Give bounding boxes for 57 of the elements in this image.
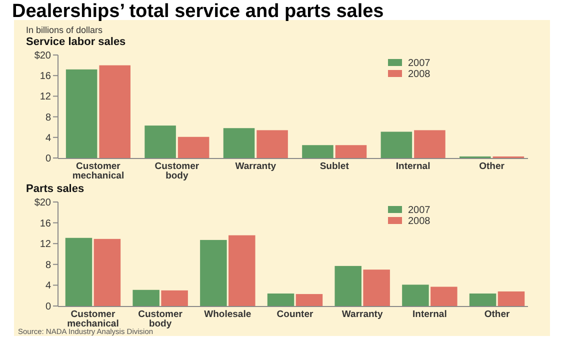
x-tick-label: Internal: [396, 161, 430, 172]
y-tick-label: $20: [34, 50, 52, 62]
x-tick-label: Other: [484, 309, 510, 320]
x-tick-label: Customer mechanical: [67, 309, 119, 330]
x-tick-label: Warranty: [235, 161, 277, 172]
bar: [335, 145, 367, 158]
y-tick-label: 4: [45, 132, 52, 144]
x-tick-label: Counter: [276, 309, 314, 320]
bar: [296, 294, 323, 306]
y-tick-label: 0: [45, 302, 52, 312]
bar: [498, 291, 525, 306]
x-tick-label: Warranty: [342, 309, 384, 320]
y-tick-label: 16: [40, 71, 52, 82]
x-tick-label: Customer body: [154, 161, 200, 182]
bar: [334, 266, 362, 306]
chart-subtitle: Service labor sales: [26, 36, 126, 48]
bar: [414, 130, 446, 158]
y-tick-label: 16: [40, 218, 52, 230]
bar: [65, 238, 92, 306]
bar: [267, 294, 294, 306]
y-tick-label: 12: [40, 239, 52, 250]
bar: [302, 145, 334, 158]
x-tick-label: Other: [479, 161, 505, 172]
x-tick-label: Sublet: [320, 161, 350, 172]
legend-label: 2007: [408, 58, 431, 69]
legend-label: 2008: [408, 69, 431, 80]
bar: [380, 132, 412, 158]
y-tick-label: 8: [45, 260, 52, 271]
bar: [256, 130, 288, 158]
bar: [66, 69, 98, 158]
y-tick-label: 4: [45, 280, 52, 292]
chart-title: Dealerships’ total service and parts sales: [12, 1, 384, 22]
bar: [402, 284, 429, 306]
bar: [363, 270, 390, 306]
bar: [161, 290, 188, 306]
x-tick-label: Customer body: [138, 309, 183, 330]
bar: [223, 128, 255, 158]
bar: [430, 286, 458, 306]
x-tick-label: Internal: [412, 309, 447, 320]
x-tick-label: Wholesale: [204, 309, 252, 320]
bar: [228, 235, 256, 306]
legend-label: 2007: [408, 205, 431, 216]
bar: [469, 294, 496, 306]
bar: [94, 238, 121, 306]
x-tick-label: Customer mechanical: [72, 161, 124, 182]
bar: [132, 290, 160, 306]
y-axis-title: In billions of dollars: [26, 25, 104, 35]
y-tick-label: $20: [34, 198, 52, 208]
legend-label: 2008: [408, 216, 431, 227]
y-tick-label: 12: [40, 92, 52, 103]
y-tick-label: 0: [45, 154, 52, 164]
bar: [178, 136, 210, 158]
y-tick-label: 8: [45, 112, 52, 124]
bar: [99, 65, 130, 158]
bar: [200, 240, 227, 306]
chart-title: Parts sales: [26, 183, 84, 195]
bar: [144, 126, 176, 158]
